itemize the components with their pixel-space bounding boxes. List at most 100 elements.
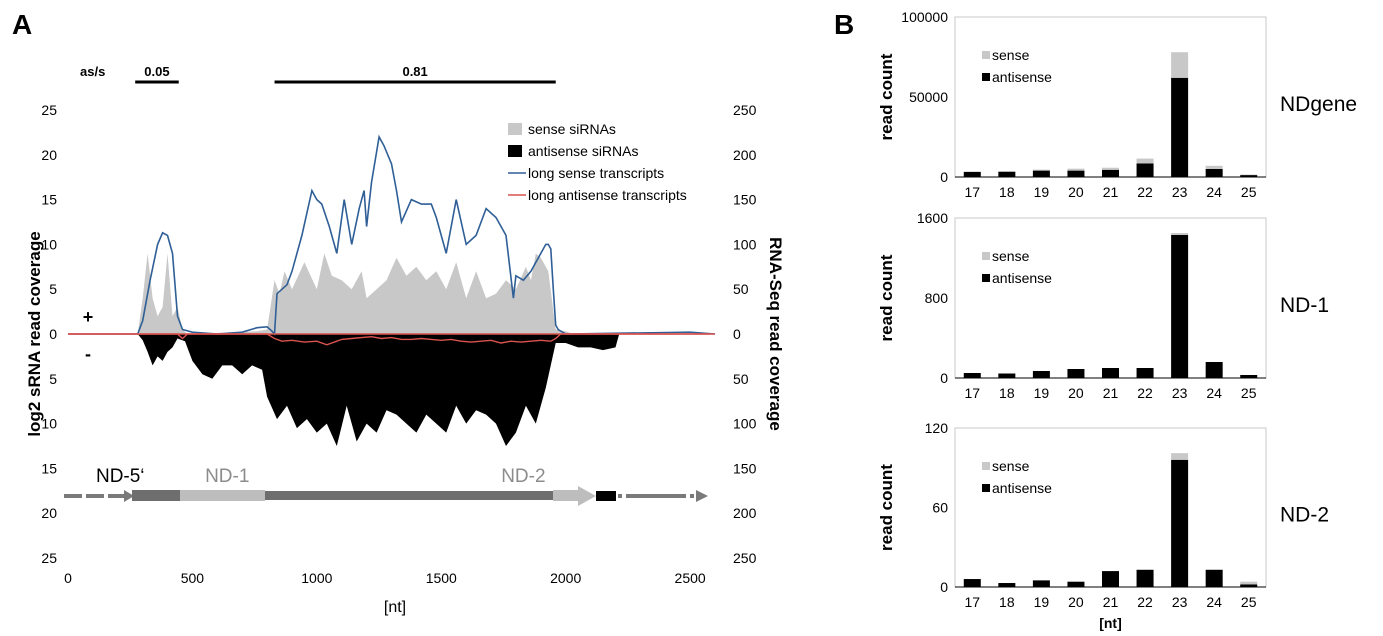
nd5-segment — [132, 490, 180, 501]
x-axis-title: [nt] — [1099, 615, 1122, 631]
left-y-tick-label: 20 — [41, 505, 57, 521]
antisense-bar — [1067, 369, 1085, 378]
x-tick-label: 21 — [1103, 184, 1119, 200]
legend-swatch-sense — [982, 462, 990, 470]
middle-segment — [265, 491, 553, 500]
y-axis-title: read count — [877, 53, 896, 140]
gene-map: ND-5‘ ND-1 ND-2 — [64, 466, 708, 506]
x-tick-label: 24 — [1206, 594, 1222, 610]
right-y-tick-label: 250 — [733, 102, 757, 118]
x-tick-label: 2000 — [550, 570, 581, 586]
panel-gene-label: ND-1 — [1280, 294, 1329, 317]
antisense-bar — [1102, 368, 1119, 378]
x-tick-label: 25 — [1241, 184, 1257, 200]
antisense-bar — [1136, 368, 1154, 378]
left-y-tick-label: 10 — [41, 236, 57, 252]
legend-label-sense: sense — [992, 248, 1030, 264]
antisense-bar — [1032, 170, 1050, 177]
y-tick-label: 0 — [940, 169, 948, 185]
coverage-legend: sense siRNAs antisense siRNAs long sense t… — [508, 121, 687, 203]
right-y-tick-label: 50 — [733, 281, 749, 297]
gene-map-arrowhead-right — [696, 490, 708, 502]
legend-label-antisense: antisense — [992, 69, 1052, 85]
nd2-arrowhead — [578, 486, 596, 506]
x-tick-label: 18 — [999, 594, 1015, 610]
black-block — [596, 491, 616, 501]
sense-bar — [998, 171, 1016, 172]
x-tick-label: 18 — [999, 385, 1015, 401]
antisense-bar — [1240, 175, 1258, 177]
y-axis-title: read count — [877, 464, 896, 551]
antisense-sense-ratio-bar: as/s 0.05 0.81 — [80, 64, 556, 84]
left-y-tick-label: 20 — [41, 147, 57, 163]
right-y-tick-label: 0 — [733, 326, 741, 342]
legend-swatch-antisense — [982, 274, 990, 282]
x-tick-label: 1000 — [301, 570, 332, 586]
coverage-chart: 2520151050510152025250200150100500501001… — [41, 102, 756, 586]
x-tick-label: 19 — [1034, 594, 1050, 610]
legend-label: long antisense transcripts — [528, 187, 687, 203]
ratio-value-2: 0.81 — [402, 64, 427, 79]
sense-sirna-area — [137, 253, 574, 334]
x-tick-label: 500 — [181, 570, 205, 586]
right-y-axis-title: RNA-Seq read coverage — [766, 237, 785, 431]
sense-bar — [1136, 158, 1154, 164]
x-tick-label: 24 — [1206, 385, 1222, 401]
antisense-bar — [1032, 371, 1050, 378]
panel-gene-label: NDgene — [1280, 93, 1357, 116]
y-tick-label: 100000 — [901, 9, 948, 25]
right-y-tick-label: 100 — [733, 236, 757, 252]
panel-b-letter: B — [834, 9, 854, 40]
legend-label: antisense siRNAs — [528, 143, 639, 159]
antisense-bar — [1171, 77, 1189, 177]
ratio-bars: 0.05 0.81 — [135, 64, 556, 84]
gene-label: ND-1 — [205, 466, 249, 487]
x-tick-label: 2500 — [675, 570, 706, 586]
plot-frame — [954, 217, 1267, 379]
right-y-tick-label: 200 — [733, 505, 757, 521]
legend-swatch-sense — [982, 51, 990, 59]
antisense-bar — [1102, 571, 1119, 587]
left-y-tick-label: 25 — [41, 102, 57, 118]
sense-bar — [1102, 167, 1119, 170]
legend-label: long sense transcripts — [528, 165, 664, 181]
x-tick-label: 22 — [1137, 594, 1153, 610]
panel-gene-label: ND-2 — [1280, 504, 1329, 527]
sense-bar — [1171, 52, 1189, 78]
antisense-bar — [1136, 163, 1154, 177]
antisense-bar — [1240, 375, 1258, 378]
antisense-bar — [1171, 459, 1189, 587]
y-tick-label: 0 — [940, 370, 948, 386]
legend-label-sense: sense — [992, 47, 1030, 63]
x-tick-label: 17 — [964, 594, 980, 610]
antisense-bar — [963, 171, 981, 177]
sense-bar — [1205, 165, 1223, 169]
sense-bar — [1032, 169, 1050, 171]
x-tick-label: 23 — [1172, 594, 1188, 610]
x-tick-label: 20 — [1068, 594, 1084, 610]
legend-swatch — [508, 123, 522, 135]
y-tick-label: 0 — [940, 579, 948, 595]
x-tick-label: 17 — [964, 184, 980, 200]
legend-label-sense: sense — [992, 458, 1030, 474]
x-tick-label: 1500 — [426, 570, 457, 586]
long-sense-transcripts-line — [68, 134, 716, 336]
legend-label: sense siRNAs — [528, 121, 616, 137]
x-tick-label: 0 — [64, 570, 72, 586]
antisense-bar — [1032, 580, 1050, 587]
x-tick-label: 25 — [1241, 385, 1257, 401]
legend-swatch-antisense — [982, 73, 990, 81]
left-y-tick-label: 15 — [41, 192, 57, 208]
nd2-segment — [553, 490, 578, 501]
x-tick-label: 24 — [1206, 184, 1222, 200]
left-y-tick-label: 10 — [41, 416, 57, 432]
antisense-bar — [1205, 169, 1223, 177]
x-tick-label: 23 — [1172, 184, 1188, 200]
plot-frame — [954, 16, 1267, 178]
x-tick-label: 22 — [1137, 184, 1153, 200]
x-tick-label: 20 — [1068, 184, 1084, 200]
length-distribution-charts: 0 50000 100000 17 18 19 20 21 22 23 24 25 read count… — [877, 9, 1357, 631]
antisense-bar — [1205, 569, 1223, 587]
antisense-bar — [963, 373, 981, 378]
